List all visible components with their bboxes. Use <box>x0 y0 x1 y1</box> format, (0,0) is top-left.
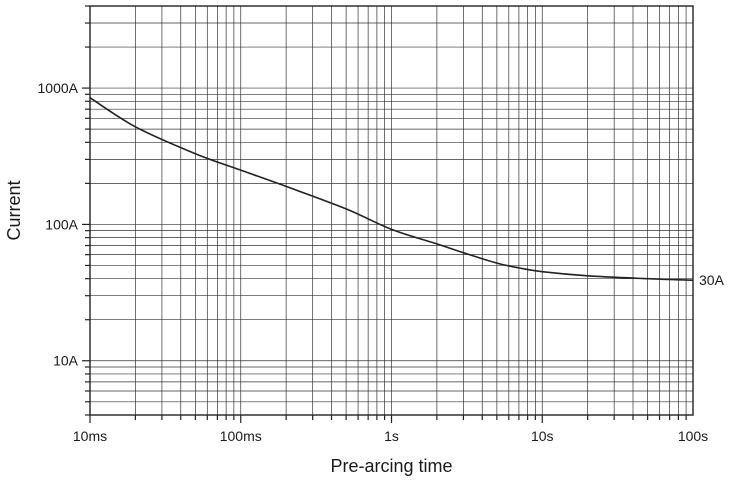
x-axis-title: Pre-arcing time <box>330 456 452 476</box>
x-tick-label: 100ms <box>220 428 262 444</box>
y-tick-label: 10A <box>53 353 79 369</box>
y-tick-label: 1000A <box>38 80 79 96</box>
x-tick-label: 10s <box>531 428 554 444</box>
x-tick-label: 10ms <box>73 428 107 444</box>
series-label-30a: 30A <box>699 272 725 288</box>
y-axis-title: Current <box>4 180 24 240</box>
tick-layer <box>82 5 687 423</box>
y-tick-label: 100A <box>45 216 78 232</box>
x-tick-label: 100s <box>678 428 708 444</box>
series-curve-30a <box>89 97 694 281</box>
x-tick-label: 1s <box>384 428 399 444</box>
label-layer: 10ms 100ms 1s 10s 100s 10A 100A 1000A <box>38 80 709 444</box>
grid-layer <box>89 5 693 416</box>
